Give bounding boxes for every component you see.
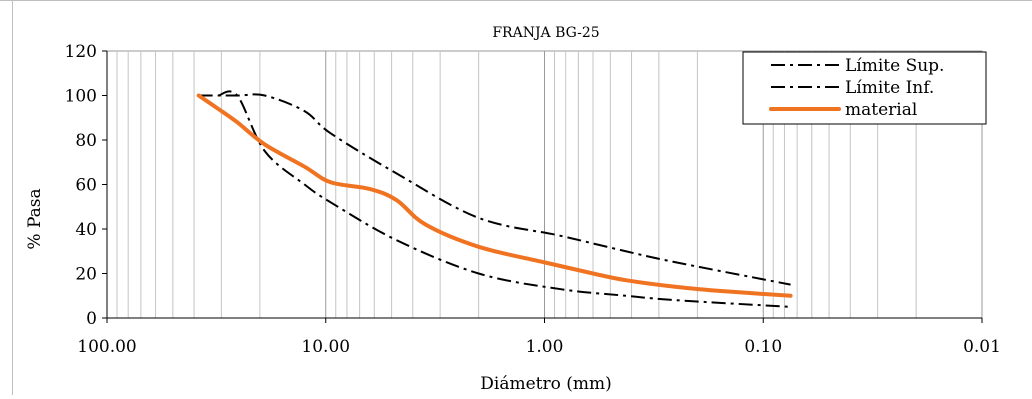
y-tick-label: 100 (65, 87, 97, 107)
legend-label: Límite Inf. (845, 78, 934, 98)
x-tick-label: 10.00 (301, 337, 350, 357)
y-tick-label: 40 (75, 220, 97, 240)
y-tick-label: 60 (75, 176, 97, 196)
y-axis-label: % Pasa (25, 188, 45, 249)
y-tick-label: 20 (75, 265, 97, 285)
legend: Límite Sup.Límite Inf.material (742, 51, 987, 125)
x-tick-label: 0.01 (963, 337, 1001, 357)
y-tick-label: 120 (65, 42, 97, 62)
series-layer (196, 90, 793, 308)
series-line-l-mite-sup (198, 93, 791, 286)
legend-label: material (845, 100, 917, 120)
x-axis-label: Diámetro (mm) (480, 374, 611, 394)
series-line-material (196, 93, 793, 298)
legend-label: Límite Sup. (845, 56, 944, 76)
axes-layer: 0 20 40 60 80 100 120 100.00 10.00 1.00 0.10 0.01 (65, 42, 1001, 357)
x-tick-label: 1.00 (526, 337, 564, 357)
y-tick-label: 80 (75, 131, 97, 151)
y-tick-label: 0 (86, 309, 97, 329)
series-line-l-mite-inf (218, 90, 791, 308)
x-tick-label: 100.00 (77, 337, 136, 357)
chart-title: FRANJA BG-25 (492, 25, 599, 41)
x-tick-label: 0.10 (744, 337, 782, 357)
